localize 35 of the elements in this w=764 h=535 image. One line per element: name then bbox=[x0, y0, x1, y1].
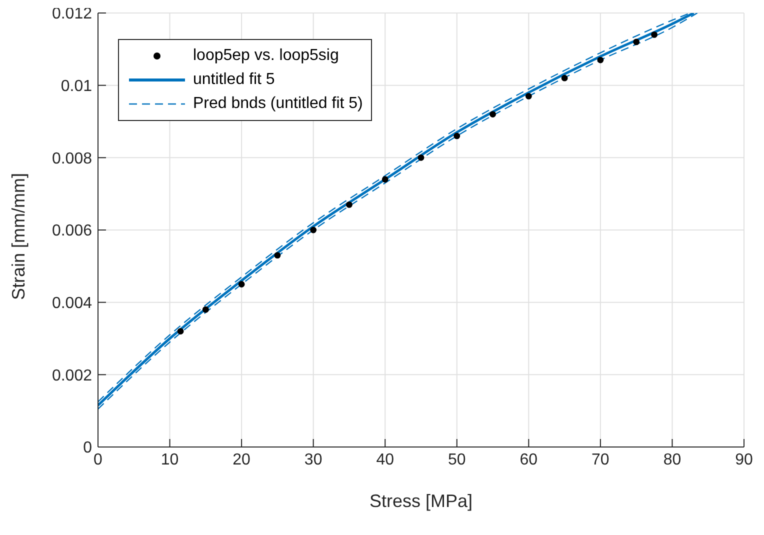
y-tick-label: 0.004 bbox=[52, 295, 92, 312]
x-tick-label: 90 bbox=[735, 451, 753, 468]
point bbox=[418, 154, 424, 161]
point bbox=[310, 226, 317, 234]
point bbox=[597, 56, 604, 64]
x-tick-label: 60 bbox=[520, 451, 538, 468]
legend-label: untitled fit 5 bbox=[193, 71, 275, 89]
point bbox=[177, 328, 184, 334]
y-tick-label: 0.01 bbox=[60, 78, 92, 96]
point bbox=[651, 32, 658, 38]
point bbox=[274, 252, 281, 259]
x-tick-label: 10 bbox=[160, 451, 179, 468]
x-tick-label: 40 bbox=[376, 451, 394, 468]
point bbox=[202, 306, 209, 313]
y-tick-label: 0.002 bbox=[52, 367, 92, 384]
point bbox=[382, 176, 388, 183]
point bbox=[561, 74, 568, 82]
x-axis-title: Stress [MPa] bbox=[369, 491, 473, 511]
x-tick-label: 20 bbox=[232, 451, 251, 468]
point bbox=[633, 38, 640, 46]
x-tick-label: 30 bbox=[304, 451, 322, 468]
x-tick-label: 70 bbox=[592, 451, 610, 468]
y-tick-label: 0.008 bbox=[52, 150, 92, 168]
point bbox=[490, 111, 496, 118]
point bbox=[238, 281, 245, 288]
y-tick-label: 0.006 bbox=[52, 222, 92, 240]
y-axis-title: Strain [mm/mm] bbox=[8, 172, 28, 300]
legend-label: Pred bnds (untitled fit 5) bbox=[193, 95, 363, 113]
y-tick-label: 0 bbox=[83, 440, 92, 457]
x-tick-label: 80 bbox=[663, 451, 682, 468]
legend-label: loop5ep vs. loop5sig bbox=[193, 47, 339, 65]
point bbox=[454, 132, 460, 140]
point bbox=[525, 92, 532, 100]
point bbox=[346, 201, 352, 208]
x-tick-label: 50 bbox=[448, 451, 466, 468]
